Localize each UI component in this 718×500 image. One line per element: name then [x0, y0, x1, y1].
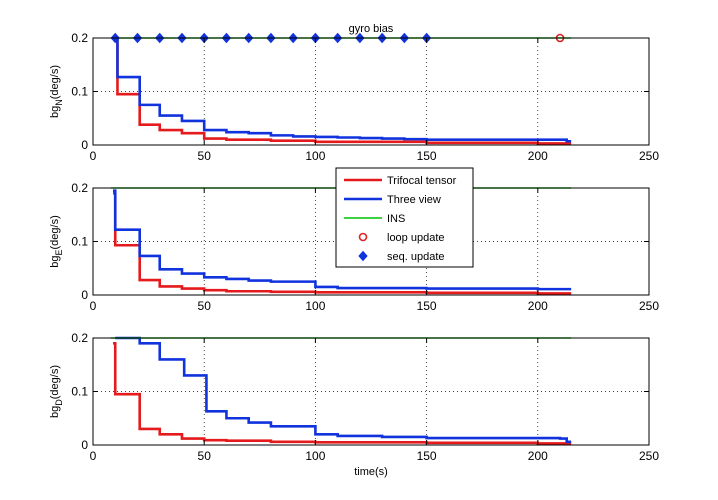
series-three-view-line: [113, 189, 572, 291]
x-tick-label: 150: [417, 149, 437, 163]
x-tick-label: 50: [198, 149, 212, 163]
x-tick-label: 50: [198, 449, 212, 463]
y-tick-label: 0.2: [71, 31, 88, 45]
y-axis-label: bgD(deg/s): [49, 365, 64, 418]
x-tick-label: 100: [305, 149, 325, 163]
y-tick-label: 0.1: [71, 235, 88, 249]
y-axis-label: bgE(deg/s): [49, 215, 64, 268]
x-tick-label: 0: [90, 149, 97, 163]
legend-label-trifocal-tensor: Trifocal tensor: [387, 175, 457, 187]
y-tick-label: 0: [81, 138, 88, 152]
x-tick-label: 100: [305, 299, 325, 313]
chart-title: gyro bias: [349, 23, 394, 35]
y-axis-label-base: bg: [49, 256, 61, 268]
y-axis-label-base: bg: [49, 106, 61, 118]
y-tick-label: 0.1: [71, 85, 88, 99]
x-tick-label: 250: [639, 449, 659, 463]
x-tick-label: 200: [528, 299, 548, 313]
y-tick-label: 0: [81, 438, 88, 452]
y-axis-label-sub: D: [54, 399, 64, 406]
subplot-1: 0 50 100 150 200 250 0 0.1 0.2 bgN(deg/s): [49, 31, 659, 163]
x-tick-label: 0: [90, 449, 97, 463]
subplot-3: 0 50 100 150 200 250 0 0.1 0.2 bgD(deg/s): [49, 331, 659, 463]
y-axis-label-base: bg: [49, 406, 61, 418]
x-tick-label: 200: [528, 149, 548, 163]
x-tick-label: 250: [639, 299, 659, 313]
legend-label-ins: INS: [387, 213, 405, 225]
y-tick-label: 0.1: [71, 385, 88, 399]
y-axis-label: bgN(deg/s): [49, 65, 64, 118]
legend: Trifocal tensor Three view INS loop update s…: [335, 167, 474, 268]
y-axis-label-sub: N: [54, 99, 64, 106]
x-tick-label: 250: [639, 149, 659, 163]
legend-label-seq-update: seq. update: [387, 251, 445, 263]
x-tick-label: 100: [305, 449, 325, 463]
x-axis-label: time(s): [354, 466, 388, 478]
legend-swatch-seq-update: [358, 250, 368, 262]
x-tick-label: 50: [198, 299, 212, 313]
y-tick-label: 0: [81, 288, 88, 302]
legend-label-loop-update: loop update: [387, 232, 445, 244]
x-tick-label: 150: [417, 449, 437, 463]
y-tick-label: 0.2: [71, 331, 88, 345]
y-axis-label-unit: (deg/s): [49, 365, 61, 399]
legend-swatch-loop-update: [358, 232, 368, 242]
y-tick-label: 0.2: [71, 181, 88, 195]
x-tick-label: 0: [90, 299, 97, 313]
y-axis-label-sub: E: [54, 249, 64, 255]
y-axis-label-unit: (deg/s): [49, 65, 61, 99]
series-three-view-line: [115, 36, 572, 143]
series-three-view-line: [115, 336, 572, 444]
x-tick-label: 200: [528, 449, 548, 463]
y-axis-label-unit: (deg/s): [49, 215, 61, 249]
legend-label-three-view: Three view: [387, 194, 441, 206]
x-tick-label: 150: [417, 299, 437, 313]
